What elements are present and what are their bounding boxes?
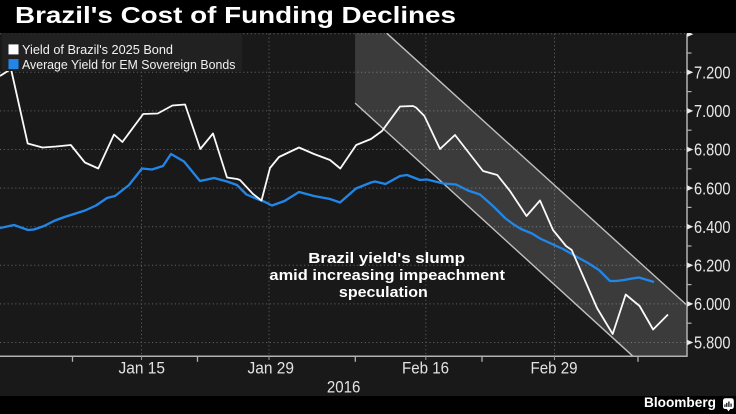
svg-text:speculation: speculation — [339, 284, 428, 301]
svg-text:amid increasing impeachment: amid increasing impeachment — [269, 267, 505, 284]
svg-text:5.800: 5.800 — [694, 333, 731, 353]
svg-text:Feb 29: Feb 29 — [531, 358, 578, 377]
svg-text:Jan 15: Jan 15 — [119, 358, 166, 377]
svg-text:7.200: 7.200 — [694, 63, 731, 83]
svg-text:6.800: 6.800 — [694, 140, 731, 160]
svg-text:7.000: 7.000 — [694, 101, 731, 121]
svg-text:Feb 16: Feb 16 — [402, 358, 449, 377]
svg-text:Jan 29: Jan 29 — [248, 358, 295, 377]
svg-text:Brazil yield's slump: Brazil yield's slump — [308, 250, 465, 267]
svg-text:Bloomberg: Bloomberg — [644, 394, 716, 410]
svg-text:6.400: 6.400 — [694, 217, 731, 237]
svg-text:6.600: 6.600 — [694, 178, 731, 198]
svg-text:Yield of Brazil's 2025 Bond: Yield of Brazil's 2025 Bond — [22, 42, 173, 57]
svg-text:Average Yield for EM Sovereign: Average Yield for EM Sovereign Bonds — [22, 57, 236, 72]
svg-text:Brazil's Cost of Funding Decli: Brazil's Cost of Funding Declines — [15, 2, 456, 28]
svg-text:6.000: 6.000 — [694, 294, 731, 314]
svg-text:6.200: 6.200 — [694, 256, 731, 276]
svg-text:2016: 2016 — [327, 378, 361, 397]
